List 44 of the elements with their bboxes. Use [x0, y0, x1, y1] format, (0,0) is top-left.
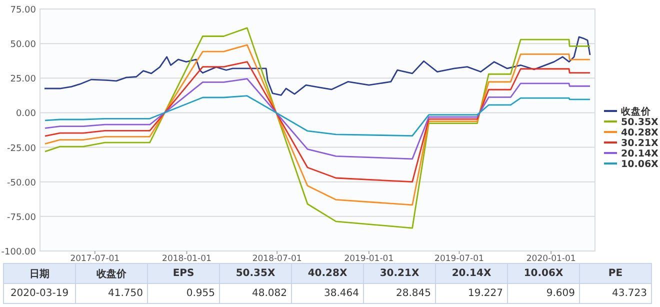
text: 2020-03-19 — [4, 284, 76, 304]
text: 38.464 — [292, 284, 364, 304]
x-tick-label: 2020-01-01 — [526, 254, 576, 264]
text: 日期 — [4, 264, 76, 284]
y-tick-label: -75.00 — [6, 212, 36, 223]
text: 43.723 — [580, 284, 652, 304]
y-tick-label: 50.00 — [10, 40, 36, 50]
x-tick-label: 2017-07-01 — [70, 254, 120, 264]
y-tick-label: 25.00 — [10, 74, 36, 85]
text: 40.28X — [292, 264, 364, 284]
line-series — [44, 44, 591, 206]
text: 9.609 — [508, 284, 580, 304]
line-series — [44, 61, 591, 183]
legend-label: 30.21X — [621, 138, 660, 149]
y-tick-label: 75.00 — [10, 6, 36, 16]
y-tick-label: -25.00 — [6, 144, 36, 154]
text: 19.227 — [436, 284, 508, 304]
text: 0.955 — [148, 284, 220, 304]
x-tick-label: 2019-07-01 — [434, 254, 484, 264]
x-tick-label: 2018-01-01 — [162, 254, 212, 264]
text: 28.845 — [364, 284, 436, 304]
text: PE — [580, 264, 652, 284]
line-series — [44, 27, 591, 229]
y-tick-label: 0.00 — [16, 109, 36, 120]
legend-label: 收盘价 — [621, 106, 652, 118]
text: 20.14X — [436, 264, 508, 284]
legend-label: 10.06X — [621, 159, 660, 170]
text: EPS — [148, 264, 220, 284]
legend-label: 40.28X — [621, 128, 660, 138]
x-tick-label: 2018-07-01 — [252, 254, 302, 264]
text: 50.35X — [220, 264, 292, 284]
line-series — [44, 36, 591, 96]
legend-label: 20.14X — [621, 148, 660, 160]
text: 收盘价 — [76, 264, 148, 284]
text: 10.06X — [508, 264, 580, 284]
line-series — [44, 95, 591, 137]
text: 30.21X — [364, 264, 436, 284]
y-tick-label: -50.00 — [6, 178, 36, 188]
y-tick-label: -100.00 — [1, 248, 36, 258]
legend-label: 50.35X — [621, 117, 660, 128]
x-tick-label: 2019-01-01 — [344, 254, 394, 264]
text: 41.750 — [76, 284, 148, 304]
text: 48.082 — [220, 284, 292, 304]
line-series — [44, 78, 591, 160]
